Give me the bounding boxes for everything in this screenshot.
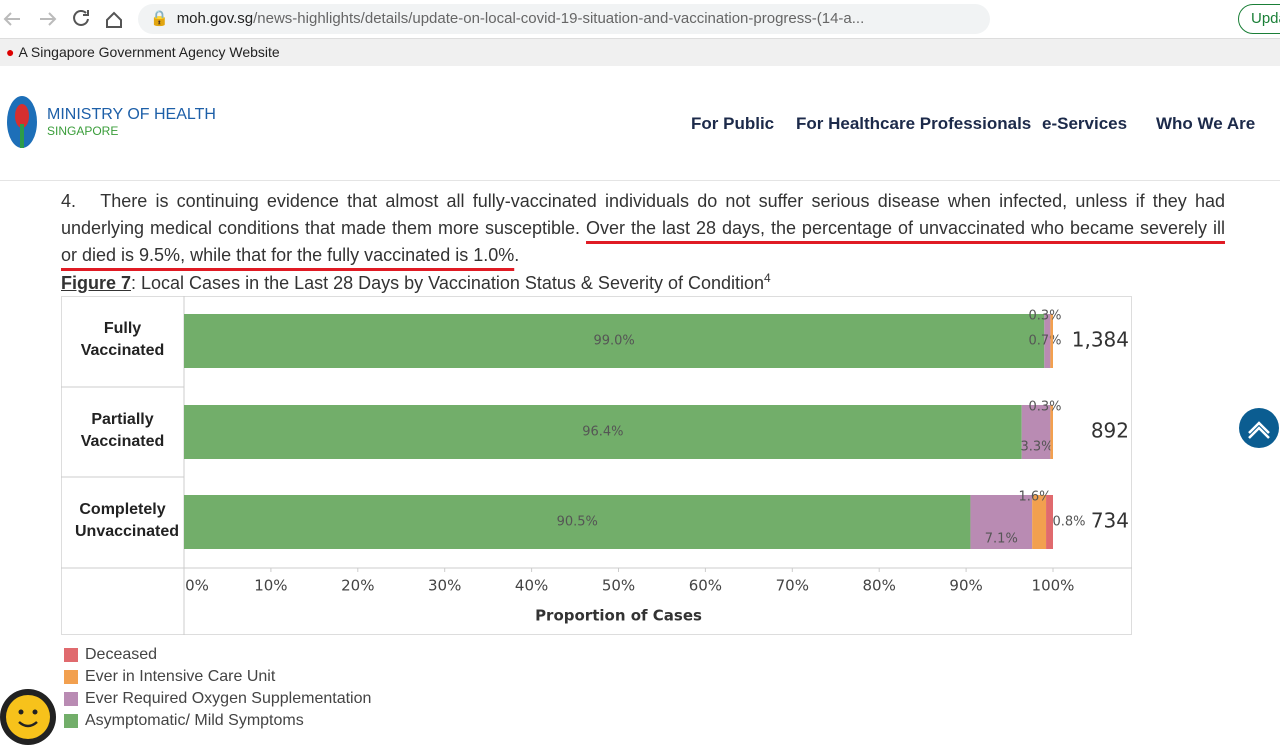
nav-link[interactable]: Who We Are bbox=[1156, 114, 1256, 133]
highlighted-text: Over the last 28 days, the percentage of… bbox=[61, 218, 1225, 265]
row-label: Completely Unvaccinated bbox=[75, 501, 180, 540]
legend: Deceased Ever in Intensive Care Unit Ever … bbox=[64, 644, 371, 732]
row-label: Partially Vaccinated bbox=[80, 411, 165, 450]
address-bar[interactable]: 🔒 moh.gov.sg/news-highlights/details/upda… bbox=[138, 4, 990, 34]
x-tick-label: 40% bbox=[515, 577, 548, 595]
data-label: 99.0% bbox=[593, 334, 634, 349]
bar-segment bbox=[1050, 405, 1053, 459]
figure-label: Figure 7 bbox=[61, 273, 132, 293]
legend-item: Ever in Intensive Care Unit bbox=[64, 666, 371, 688]
figure-caption: Figure 7: Local Cases in the Last 28 Day… bbox=[61, 271, 771, 294]
data-label: 1.6% bbox=[1018, 490, 1051, 505]
nav-link[interactable]: e-Services bbox=[1042, 114, 1128, 133]
row-label: Fully Vaccinated bbox=[80, 320, 165, 359]
paragraph: 4. There is continuing evidence that alm… bbox=[61, 188, 1225, 269]
bar-segment bbox=[184, 495, 971, 549]
data-label: 96.4% bbox=[582, 425, 623, 440]
update-button[interactable]: Upda bbox=[1238, 4, 1280, 34]
x-tick-label: 60% bbox=[689, 577, 722, 595]
row-total: 892 bbox=[1091, 419, 1129, 443]
bar-segment bbox=[184, 405, 1022, 459]
data-label: 7.1% bbox=[985, 532, 1018, 547]
x-tick-label: 0% bbox=[185, 577, 209, 595]
browser-toolbar: 🔒 moh.gov.sg/news-highlights/details/upda… bbox=[0, 0, 1280, 39]
bar-segment bbox=[1050, 314, 1053, 368]
legend-swatch bbox=[64, 692, 78, 706]
legend-label: Ever Required Oxygen Supplementation bbox=[85, 690, 372, 707]
bar-segment bbox=[184, 314, 1045, 368]
footnote: 4 bbox=[764, 271, 771, 285]
row-total: 1,384 bbox=[1072, 328, 1129, 352]
chart-svg: 0% 10% 20% 30% 40% 50% 60% 70% 80% 90% 100% Proport… bbox=[61, 296, 1132, 635]
data-label: 0.3% bbox=[1028, 400, 1061, 415]
x-tick-label: 100% bbox=[1032, 577, 1075, 595]
banner-text: A Singapore Government Agency Website bbox=[18, 44, 280, 60]
legend-item: Deceased bbox=[64, 644, 371, 666]
data-label: 0.8% bbox=[1052, 515, 1085, 530]
x-tick-label: 20% bbox=[341, 577, 374, 595]
data-label: 3.3% bbox=[1020, 440, 1053, 455]
legend-label: Deceased bbox=[85, 646, 158, 663]
paragraph-end: . bbox=[514, 245, 520, 265]
x-tick-label: 10% bbox=[254, 577, 287, 595]
logo-title: MINISTRY OF HEALTH bbox=[47, 106, 216, 123]
legend-label: Asymptomatic/ Mild Symptoms bbox=[85, 712, 304, 729]
paragraph-text: There is continuing evidence that almost… bbox=[61, 191, 1225, 238]
scroll-top-button[interactable] bbox=[1238, 407, 1280, 449]
bar-segment bbox=[1032, 495, 1047, 549]
legend-swatch bbox=[64, 714, 78, 728]
caption-text: : Local Cases in the Last 28 Days by Vac… bbox=[131, 273, 765, 293]
data-label: 0.3% bbox=[1028, 309, 1061, 324]
bar-segment bbox=[1021, 405, 1051, 459]
url-path: /news-highlights/details/update-on-local… bbox=[253, 10, 865, 27]
x-tick-label: 30% bbox=[428, 577, 461, 595]
x-tick-label: 90% bbox=[949, 577, 982, 595]
nav-link[interactable]: For Public bbox=[691, 114, 775, 133]
url-domain: moh.gov.sg bbox=[176, 10, 254, 27]
gov-banner: ● A Singapore Government Agency Website bbox=[0, 39, 1280, 66]
x-tick-label: 80% bbox=[863, 577, 896, 595]
site-header: MINISTRY OF HEALTH SINGAPORE For Public … bbox=[0, 66, 1280, 181]
legend-swatch bbox=[64, 670, 78, 684]
paragraph-number: 4. bbox=[61, 191, 77, 211]
logo-subtitle: SINGAPORE bbox=[47, 124, 119, 138]
row-total: 734 bbox=[1091, 509, 1129, 533]
bar-segment bbox=[1046, 495, 1053, 549]
x-axis-title: Proportion of Cases bbox=[535, 607, 702, 625]
data-label: 90.5% bbox=[557, 515, 598, 530]
x-tick-label: 70% bbox=[776, 577, 809, 595]
legend-swatch bbox=[64, 648, 78, 662]
data-label: 0.7% bbox=[1028, 334, 1061, 349]
logo-icon bbox=[7, 96, 37, 148]
bar-segment bbox=[970, 495, 1033, 549]
nav-buttons bbox=[3, 10, 122, 28]
chat-button[interactable] bbox=[0, 689, 58, 745]
chart: 0% 10% 20% 30% 40% 50% 60% 70% 80% 90% 100% Proport… bbox=[61, 296, 1132, 635]
legend-item: Asymptomatic/ Mild Symptoms bbox=[64, 710, 371, 732]
legend-label: Ever in Intensive Care Unit bbox=[85, 668, 276, 685]
nav-link[interactable]: For Healthcare Professionals bbox=[796, 114, 1032, 133]
bar-segment bbox=[1044, 314, 1051, 368]
legend-item: Ever Required Oxygen Supplementation bbox=[64, 688, 371, 710]
x-tick-label: 50% bbox=[602, 577, 635, 595]
